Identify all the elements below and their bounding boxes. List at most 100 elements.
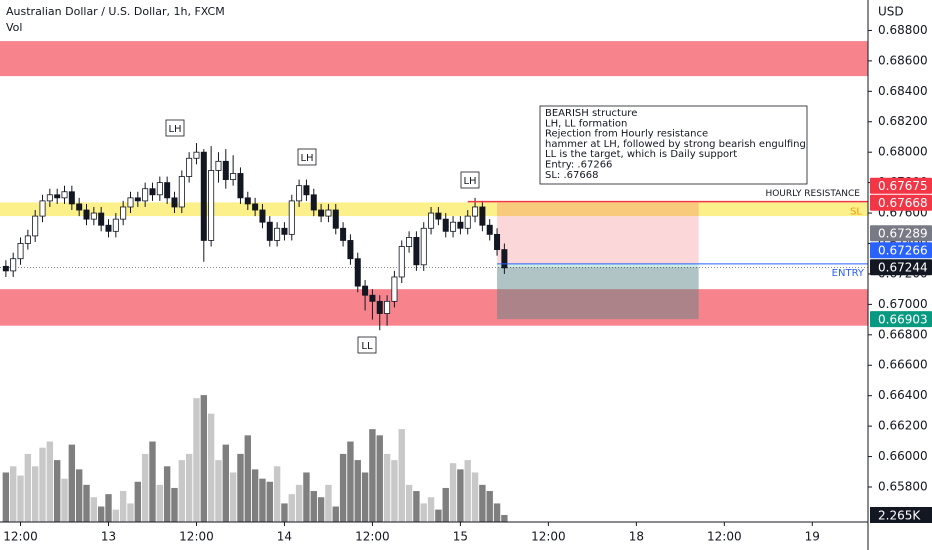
- volume-bar: [288, 494, 295, 522]
- note-line: SL: .67668: [545, 170, 598, 181]
- candle-body: [347, 240, 354, 260]
- candle-body: [310, 194, 317, 211]
- candle-body: [442, 218, 449, 232]
- candle-body: [384, 300, 391, 314]
- volume-bar: [112, 509, 120, 522]
- candle-body: [200, 151, 207, 241]
- candle-body: [10, 258, 17, 272]
- candle-body: [24, 235, 31, 244]
- candle-body: [450, 221, 457, 232]
- price-tag: [870, 259, 932, 276]
- candle-body: [413, 237, 420, 266]
- price-tag-label: 0.67675: [878, 179, 928, 193]
- volume-bar: [435, 509, 442, 522]
- candle-body: [340, 227, 347, 241]
- candle-body: [193, 151, 200, 159]
- volume-bar: [281, 503, 288, 522]
- volume-bar: [479, 484, 486, 522]
- volume-bar: [2, 472, 10, 522]
- candle-body: [369, 294, 376, 302]
- volume-bar: [149, 441, 156, 522]
- x-tick-label: 14: [277, 530, 292, 544]
- candle-body: [156, 182, 163, 196]
- marker-label: LH: [463, 176, 476, 187]
- volume-bar: [266, 481, 273, 522]
- y-tick-label: 0.65800: [878, 479, 928, 493]
- candle-body: [252, 203, 259, 211]
- volume-bar: [46, 441, 54, 522]
- candle-body: [215, 160, 222, 171]
- volume-bar: [163, 466, 171, 522]
- candle-body: [362, 285, 369, 296]
- volume-bar: [325, 484, 332, 522]
- volume-bar: [369, 429, 376, 522]
- candle-body: [105, 224, 112, 232]
- volume-bar: [486, 491, 493, 522]
- x-tick-label: 12:00: [707, 530, 742, 544]
- x-tick-label: 12:00: [531, 530, 566, 544]
- volume-bar: [244, 435, 251, 522]
- y-tick-label: 0.68400: [878, 84, 928, 98]
- candle-body: [208, 170, 215, 241]
- volume-tag: [870, 506, 932, 523]
- volume-bar: [193, 398, 200, 522]
- volume-bar: [361, 472, 369, 522]
- y-tick-label: 0.68600: [878, 53, 928, 67]
- candle-body: [266, 221, 273, 241]
- candle-body: [142, 188, 149, 202]
- volume-bar: [259, 478, 266, 522]
- candle-body: [186, 157, 193, 177]
- candle-body: [98, 212, 105, 226]
- note-line: BEARISH structure: [545, 108, 637, 119]
- volume-bar: [471, 472, 479, 522]
- y-tick-label: 0.66000: [878, 449, 928, 463]
- candle-body: [406, 237, 413, 247]
- volume-bar: [24, 453, 32, 522]
- marker-box: [165, 119, 185, 137]
- volume-bar: [39, 447, 46, 522]
- candle-body: [428, 212, 435, 229]
- candle-body: [32, 215, 39, 237]
- volume-bar: [83, 484, 90, 522]
- volume-bar: [222, 444, 229, 522]
- open-loss-zone: [497, 267, 699, 320]
- note-box: [539, 105, 808, 185]
- marker-box: [460, 171, 480, 189]
- x-tick-label: 19: [805, 530, 820, 544]
- candle-body: [244, 197, 251, 205]
- price-tag: [870, 225, 932, 242]
- volume-title: Vol: [6, 21, 22, 34]
- volume-bar: [339, 453, 347, 522]
- y-tick-label: 0.68800: [878, 23, 928, 37]
- volume-tag-label: 2.265K: [878, 508, 921, 522]
- volume-bar: [61, 478, 68, 522]
- volume-bar: [97, 506, 105, 522]
- volume-bar: [119, 491, 127, 522]
- candle-body: [178, 176, 185, 208]
- chart-title: Australian Dollar / U.S. Dollar, 1h, FXC…: [6, 5, 225, 18]
- price-tag-label: 0.67244: [878, 261, 928, 275]
- plot-layer: [2, 143, 508, 331]
- marker-label: LH: [168, 124, 181, 135]
- note-line: Entry: .67266: [545, 160, 612, 171]
- candle-body: [171, 197, 178, 208]
- volume-bar: [420, 503, 427, 522]
- candle-body: [259, 209, 266, 223]
- volume-bar: [9, 466, 17, 522]
- candle-body: [222, 160, 229, 180]
- candle-body: [83, 209, 90, 220]
- y-tick-label: 0.68200: [878, 114, 928, 128]
- volume-bar: [354, 460, 361, 522]
- target-zone: [497, 263, 699, 320]
- volume-bar: [90, 497, 98, 522]
- candle-body: [127, 197, 134, 208]
- volume-bar: [449, 463, 457, 522]
- volume-bar: [53, 460, 61, 522]
- zone: [0, 289, 868, 326]
- zone: [0, 41, 868, 77]
- volume-bar: [229, 472, 237, 522]
- candle-body: [112, 218, 119, 232]
- currency: USD: [878, 5, 904, 19]
